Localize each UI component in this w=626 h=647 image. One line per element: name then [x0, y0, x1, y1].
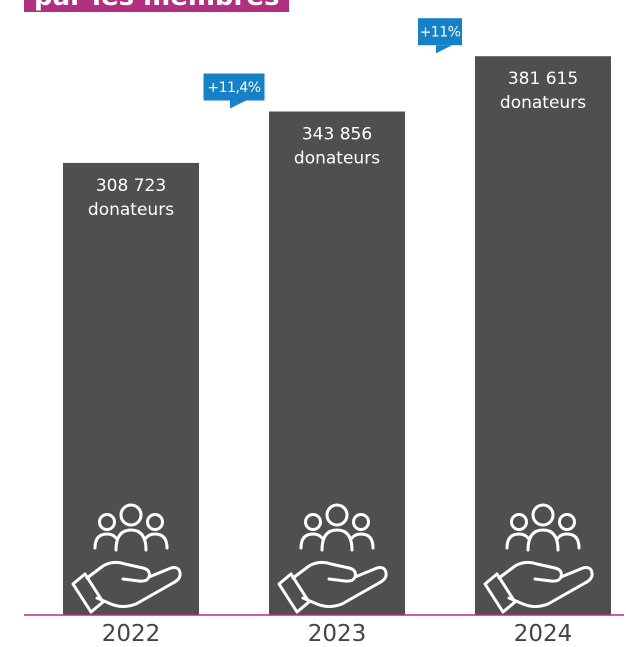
bar-value-label-2023: 343 856 donateurs [294, 124, 380, 168]
bar-value-label-2024: 381 615 donateurs [500, 69, 586, 113]
year-label-2022: 2022 [102, 621, 161, 647]
growth-label-1: +11,4% [207, 80, 260, 96]
bar-2022 [63, 162, 199, 615]
year-label-2024: 2024 [514, 621, 573, 647]
bar-value-label-2022: 308 723 donateurs [88, 176, 174, 220]
growth-label-2: +11% [420, 25, 461, 41]
bar-2023 [269, 111, 405, 615]
bar-2024 [475, 56, 611, 616]
hand-holding-group-icon [71, 503, 182, 614]
growth-badge-1: +11,4% [203, 73, 265, 109]
year-label-2023: 2023 [308, 621, 367, 647]
bars-layer: 308 723 donateurs 2022 343 856 donateurs 2023… [63, 56, 611, 647]
growth-badge-2: +11% [418, 18, 462, 54]
hand-holding-group-icon [277, 503, 388, 614]
chart-title-banner: par les membres [24, 0, 290, 12]
growth-badges-layer: +11,4% +11% [203, 18, 462, 109]
hand-holding-group-icon [483, 503, 594, 614]
